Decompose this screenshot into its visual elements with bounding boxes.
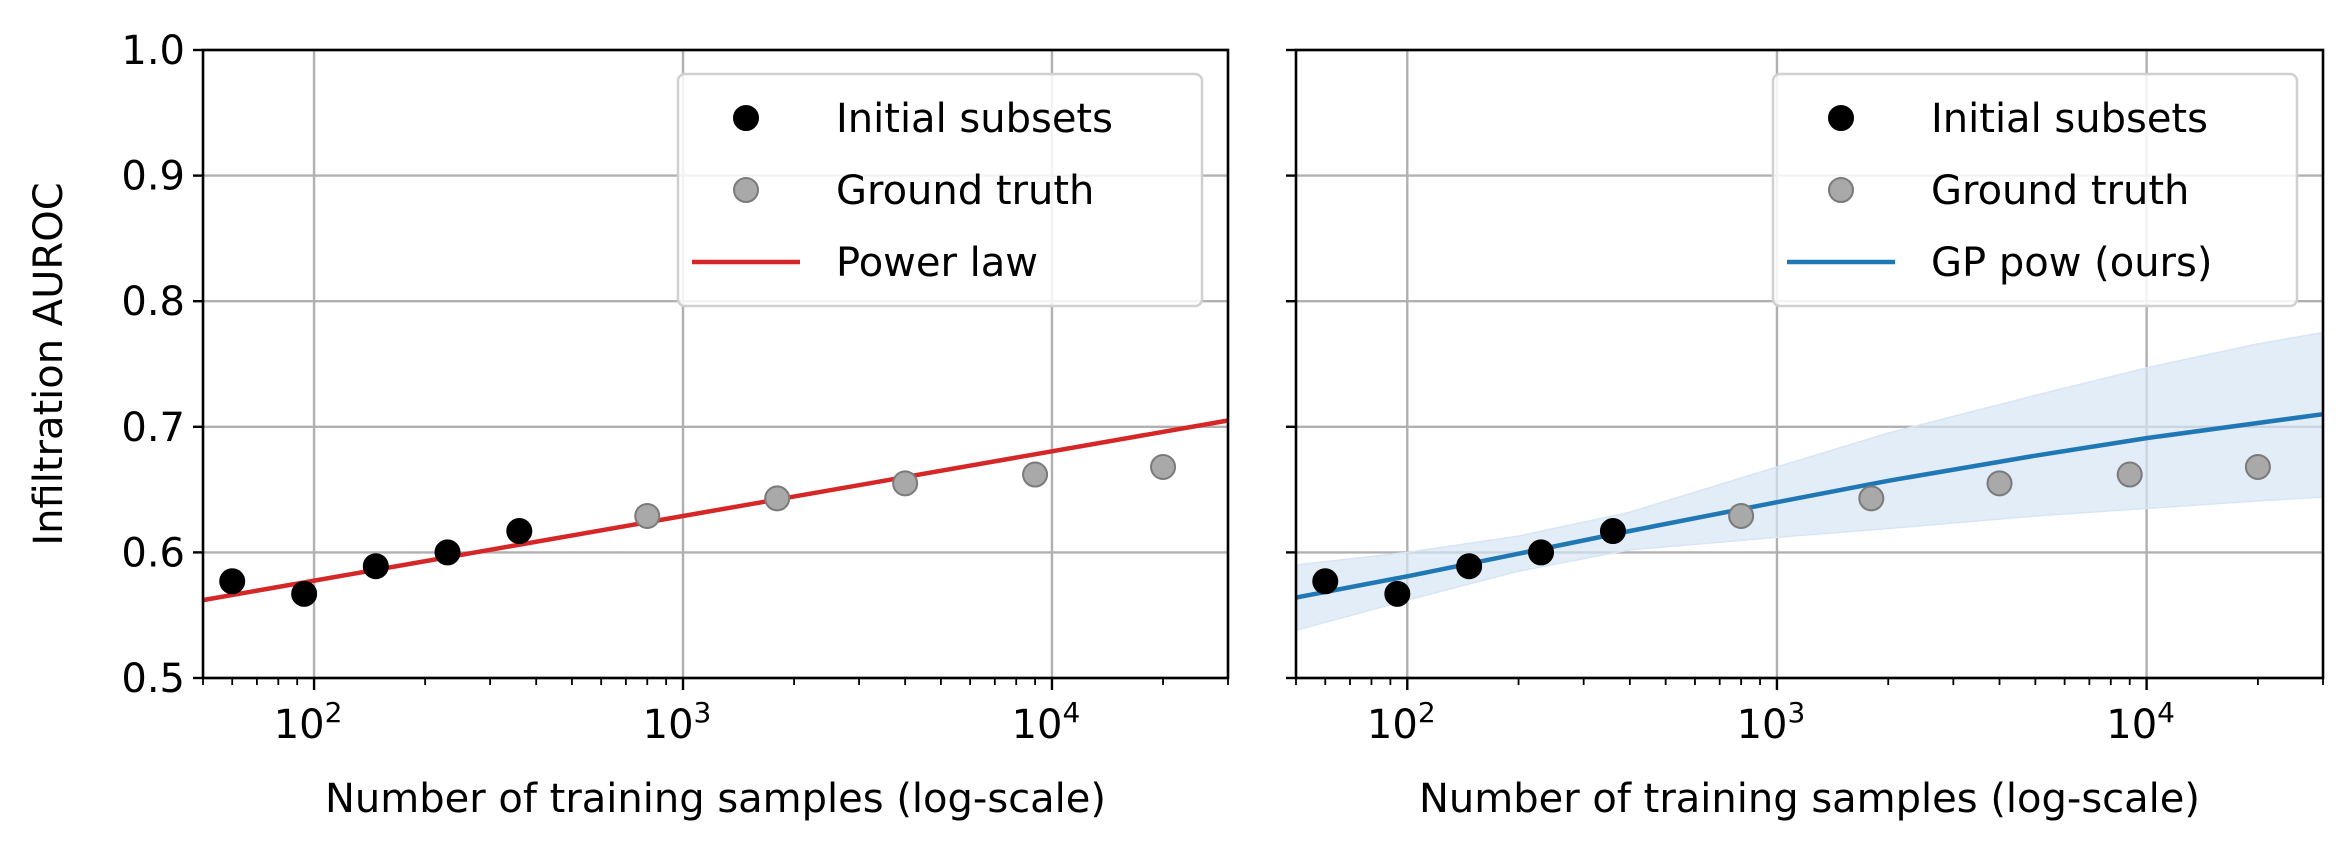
- y-tick-label: 0.8: [121, 279, 185, 325]
- ground-truth-point: [892, 470, 919, 497]
- initial-subset-point: [1456, 553, 1483, 580]
- initial-subset-point: [1312, 568, 1339, 595]
- x-axis-label: Number of training samples (log-scale): [325, 776, 1106, 822]
- confidence-band: [1295, 331, 2324, 632]
- x-tick-label: 103: [1737, 696, 1806, 748]
- legend-label: Power law: [836, 240, 1038, 286]
- legend-box: [676, 72, 1204, 308]
- y-tick-label: 0.6: [121, 530, 185, 576]
- initial-subset-point: [291, 580, 318, 607]
- legend: Initial subsets Ground truth Power law: [676, 72, 1204, 308]
- initial-subset-point: [362, 553, 389, 580]
- ground-truth-point: [2244, 453, 2271, 480]
- plot-frame: [1294, 48, 2325, 680]
- legend-marker: [1828, 105, 1854, 131]
- y-tick-label: 0.7: [121, 405, 185, 451]
- legend-label: Initial subsets: [1931, 96, 2208, 142]
- x-tick-label: 104: [1012, 696, 1081, 748]
- y-tick-label: 0.5: [121, 656, 185, 702]
- initial-subset-point: [434, 539, 461, 566]
- ground-truth-point: [634, 502, 661, 529]
- initial-subset-point: [1599, 518, 1626, 545]
- chart-panel-1: 0.5 0.6 0.7 0.8 0.9 1.0 102 103 104 Number of tra…: [26, 28, 1230, 822]
- ground-truth-point: [1150, 453, 1177, 480]
- x-axis-label: Number of training samples (log-scale): [1419, 776, 2200, 822]
- initial-subset-point: [219, 568, 246, 595]
- initial-subset-point: [1384, 580, 1411, 607]
- legend-label: Initial subsets: [836, 96, 1113, 142]
- y-tick-label: 1.0: [121, 28, 185, 74]
- x-tick-label: 104: [2106, 696, 2175, 748]
- ground-truth-point: [1728, 502, 1755, 529]
- x-tick-label: 103: [643, 696, 712, 748]
- legend-marker: [733, 177, 759, 203]
- x-tick-label: 102: [1367, 696, 1436, 748]
- ground-truth-point: [1858, 485, 1885, 512]
- legend-label: Ground truth: [1931, 168, 2189, 214]
- legend: Initial subsets Ground truth GP pow (ours): [1771, 72, 2299, 308]
- plot-frame: [201, 48, 1230, 680]
- initial-subset-point: [1528, 539, 1555, 566]
- ground-truth-point: [1986, 470, 2013, 497]
- initial-subset-point: [506, 518, 533, 545]
- chart-panel-2: 102 103 104 Number of training samples (log…: [1286, 48, 2325, 822]
- ground-truth-point: [764, 485, 791, 512]
- legend-marker: [1828, 177, 1854, 203]
- y-axis-label: Infiltration AUROC: [26, 182, 72, 545]
- legend-label: Ground truth: [836, 168, 1094, 214]
- series-line-power-law: [202, 418, 1229, 603]
- ground-truth-point: [1022, 461, 1049, 488]
- legend-marker: [733, 105, 759, 131]
- legend-box: [1771, 72, 2299, 308]
- x-tick-label: 102: [274, 696, 343, 748]
- y-tick-label: 0.9: [121, 154, 185, 200]
- ground-truth-point: [2116, 461, 2143, 488]
- legend-label: GP pow (ours): [1931, 240, 2212, 286]
